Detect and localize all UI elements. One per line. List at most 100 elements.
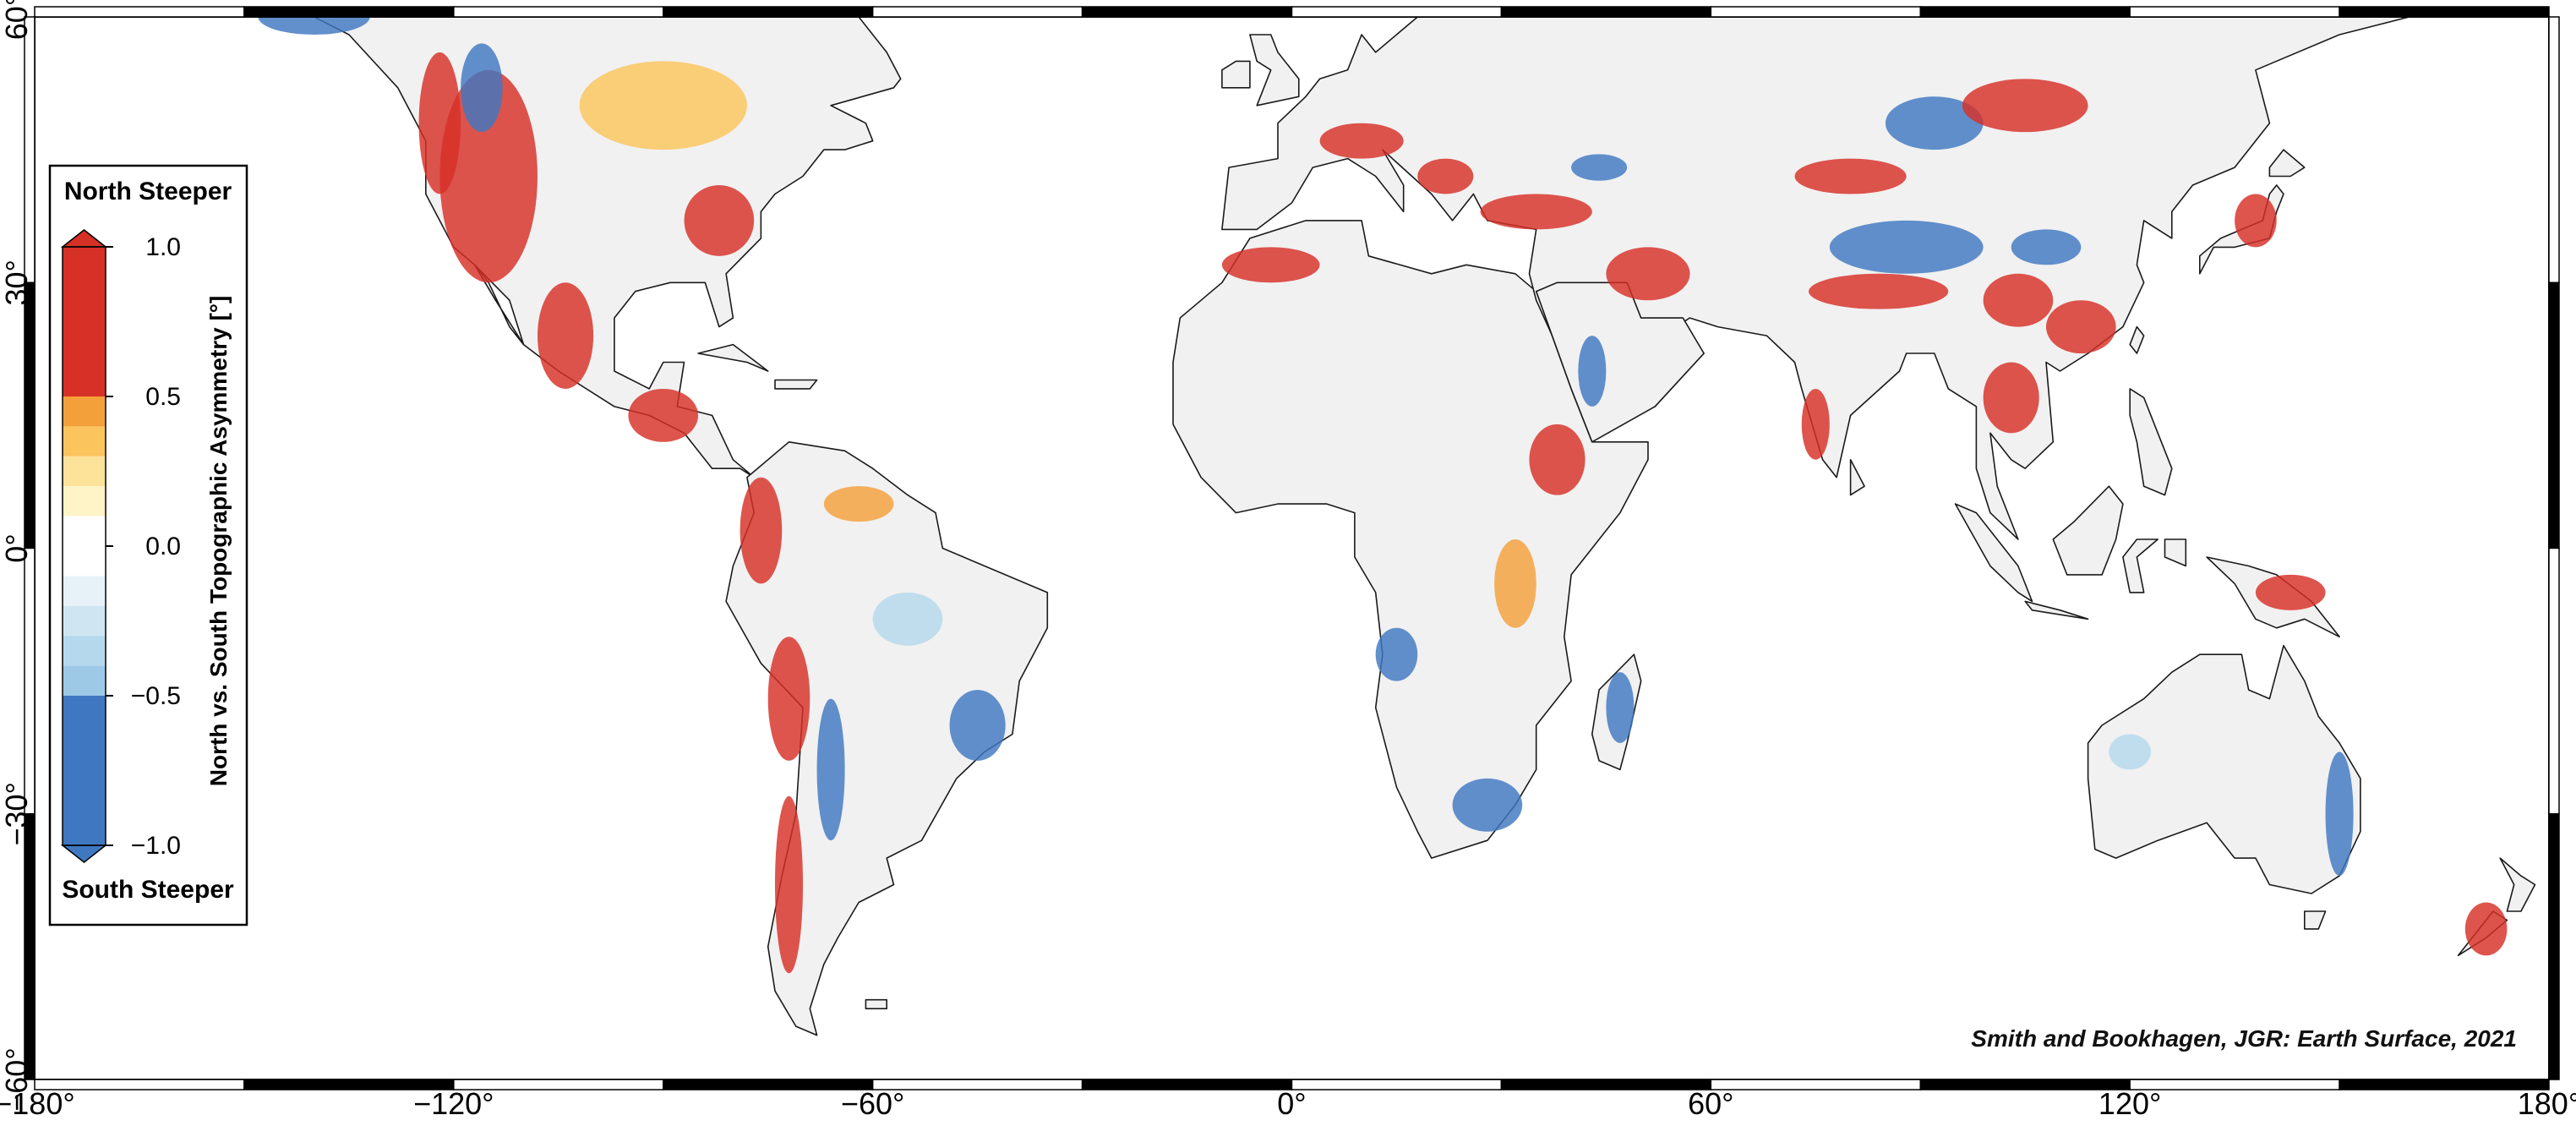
colorbar-segment bbox=[63, 636, 106, 666]
legend-top-label: North Steeper bbox=[64, 178, 232, 205]
x-tick-label: 60° bbox=[1688, 1086, 1733, 1121]
asymmetry-zone-canadian-shield bbox=[579, 61, 747, 150]
frame-segment-bottom bbox=[1081, 1079, 1293, 1090]
asymmetry-zone-amazon bbox=[872, 592, 943, 646]
landmass-borneo bbox=[2052, 485, 2124, 576]
asymmetry-zone-western-ghats bbox=[1801, 388, 1830, 460]
frame-segment-top bbox=[2129, 6, 2340, 18]
landmass-hokkaido bbox=[2268, 149, 2306, 178]
frame-segment-top bbox=[1919, 6, 2131, 18]
landmass-java bbox=[2024, 600, 2089, 620]
legend-tick-label: −1.0 bbox=[131, 832, 181, 860]
landmass-tasmania bbox=[2304, 910, 2327, 930]
asymmetry-zone-mongolian-ranges bbox=[1962, 79, 2088, 133]
asymmetry-zone-rockies-north bbox=[461, 43, 503, 133]
asymmetry-layer bbox=[258, 17, 2508, 974]
asymmetry-zone-appalachians bbox=[684, 185, 755, 256]
x-tick-label: −180° bbox=[0, 1086, 75, 1121]
asymmetry-zone-new-zealand bbox=[2464, 902, 2508, 956]
frame-segment-left bbox=[24, 547, 35, 815]
asymmetry-zone-himalaya bbox=[1809, 273, 1949, 309]
frame-segment-top bbox=[663, 6, 874, 18]
frame-segment-bottom bbox=[2339, 1079, 2550, 1090]
landmass-arabian-peninsula-fill bbox=[1535, 282, 1705, 443]
legend-tick-label: 0.0 bbox=[145, 533, 181, 560]
asymmetry-zone-great-dividing-range bbox=[2325, 752, 2354, 877]
landmass-africa bbox=[1172, 220, 1649, 859]
asymmetry-zone-tibetan-plateau bbox=[1829, 220, 1984, 274]
legend-tick-label: −0.5 bbox=[131, 682, 181, 710]
asymmetry-zone-new-guinea-highlands bbox=[2255, 574, 2326, 610]
asymmetry-zone-atlas-mountains bbox=[1221, 247, 1320, 283]
frame-segment-bottom bbox=[1710, 1079, 1922, 1090]
asymmetry-zone-indochina bbox=[1983, 362, 2039, 434]
landmass-sri-lanka-east bbox=[2164, 538, 2187, 567]
asymmetry-zone-central-andes bbox=[767, 637, 810, 761]
frame-segment-right bbox=[2548, 813, 2560, 1080]
asymmetry-zone-ethiopian-highlands bbox=[1529, 424, 1585, 495]
x-tick-label: 0° bbox=[1277, 1086, 1306, 1121]
colorbar-segment bbox=[63, 426, 106, 456]
frame-segment-top bbox=[871, 6, 1083, 18]
x-tick-label: −60° bbox=[841, 1086, 904, 1121]
legend-bottom-label: South Steeper bbox=[62, 876, 234, 904]
landmass-cuba bbox=[697, 343, 769, 372]
asymmetry-zone-anatolia bbox=[1480, 194, 1592, 230]
asymmetry-zone-tien-shan bbox=[1794, 158, 1907, 194]
frame-segment-bottom bbox=[1291, 1079, 1503, 1090]
frame-segment-right bbox=[2548, 282, 2560, 549]
landmass-australia bbox=[2087, 644, 2361, 894]
frame-segment-top bbox=[1500, 6, 1712, 18]
asymmetry-zone-zagros bbox=[1606, 247, 1690, 301]
y-tick-label: −60° bbox=[0, 1047, 34, 1111]
asymmetry-zone-balkans bbox=[1417, 158, 1474, 194]
legend-ticks: 1.0 0.5 0.0 −0.5 −1.0 bbox=[106, 233, 181, 860]
asymmetry-zone-southern-andes-west bbox=[774, 795, 804, 974]
asymmetry-zone-east-african-rift bbox=[1494, 539, 1536, 628]
y-tick-label: 30° bbox=[0, 260, 34, 305]
frame-segment-top bbox=[1710, 6, 1922, 18]
colorbar-segment bbox=[63, 486, 106, 517]
map-frame bbox=[24, 6, 2560, 1090]
legend-tick-label: 1.0 bbox=[145, 233, 181, 261]
asymmetry-zone-red-sea-hills bbox=[1578, 336, 1607, 407]
colorbar-segment bbox=[63, 696, 106, 845]
landmass-philippines bbox=[2129, 388, 2173, 496]
asymmetry-zone-coast-ranges bbox=[418, 52, 461, 194]
colorbar-segment bbox=[63, 456, 106, 487]
asymmetry-zone-qinling bbox=[2011, 229, 2082, 265]
asymmetry-zone-northern-andes bbox=[740, 477, 783, 584]
asymmetry-zone-brazilian-highlands bbox=[949, 690, 1006, 761]
colorbar-segment bbox=[63, 516, 106, 577]
legend-axis-title: North vs. South Topographic Asymmetry [°… bbox=[205, 296, 232, 787]
asymmetry-zone-sichuan bbox=[1983, 273, 2054, 327]
asymmetry-zone-japan bbox=[2235, 194, 2277, 248]
landmass-hispaniola bbox=[774, 379, 818, 390]
asymmetry-zone-alaska-coast bbox=[258, 17, 370, 35]
landmass-ireland bbox=[1221, 60, 1251, 89]
frame-segment-top bbox=[1081, 6, 1293, 18]
asymmetry-zone-sierra-madre bbox=[538, 282, 594, 389]
asymmetry-zone-angola-plateau bbox=[1375, 627, 1418, 681]
asymmetry-zone-guiana-highlands bbox=[823, 486, 894, 522]
asymmetry-zone-pilbara bbox=[2109, 734, 2151, 770]
legend: North Steeper South Steeper 1.0 0.5 0.0 −0.… bbox=[48, 164, 248, 926]
asymmetry-zone-central-america bbox=[628, 388, 699, 442]
landmass-great-britain bbox=[1249, 34, 1300, 107]
frame-segment-left bbox=[24, 282, 35, 549]
asymmetry-zone-alps bbox=[1319, 123, 1404, 159]
frame-segment-top bbox=[453, 6, 664, 18]
asymmetry-zone-caucasus bbox=[1571, 154, 1628, 181]
landmass-new-zealand-north bbox=[2499, 857, 2536, 912]
asymmetry-zone-andes-east-slope bbox=[816, 698, 845, 841]
frame-segment-top bbox=[2339, 6, 2550, 18]
x-tick-label: 120° bbox=[2098, 1086, 2161, 1121]
colorbar-segment bbox=[63, 605, 106, 637]
colorbar-segment bbox=[63, 576, 106, 606]
x-tick-label: 180° bbox=[2518, 1086, 2576, 1121]
colorbar-segment bbox=[63, 396, 106, 427]
frame-segment-left bbox=[24, 813, 35, 1080]
frame-segment-top bbox=[243, 6, 455, 18]
